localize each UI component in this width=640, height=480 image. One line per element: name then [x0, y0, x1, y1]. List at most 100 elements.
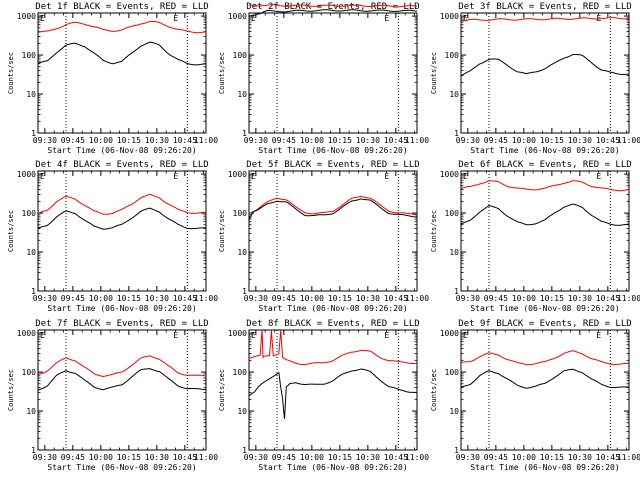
detector-panel-5: Det 5f BLACK = Events, RED = LLD 1 10 100 10…: [218, 160, 429, 313]
x-tick-label: 10:15: [328, 294, 352, 303]
detector-panel-4: Det 4f BLACK = Events, RED = LLD 1 10 100 10…: [7, 160, 218, 313]
corner-mark-left: E: [463, 331, 468, 340]
detector-panel-6: Det 6f BLACK = Events, RED = LLD 1 10 100 10…: [430, 160, 640, 313]
corner-mark-right: E: [596, 331, 601, 340]
x-tick-label: 09:30: [244, 453, 268, 462]
x-tick-label: 09:30: [33, 294, 57, 303]
y-axis-label: Counts/sec: [218, 210, 226, 252]
y-tick-label: 1: [454, 446, 459, 455]
plot-frame: [248, 329, 418, 451]
y-axis-label: Counts/sec: [430, 369, 438, 411]
x-tick-label: 10:00: [512, 136, 536, 145]
x-tick-label: 10:30: [356, 294, 380, 303]
x-tick-label: 09:30: [244, 136, 268, 145]
x-tick-label: 10:45: [384, 453, 408, 462]
x-axis-label: Start Time (06-Nov-08 09:26:20): [470, 146, 619, 155]
x-tick-label: 10:45: [173, 294, 197, 303]
plot-frame: [37, 170, 207, 292]
x-axis-label: Start Time (06-Nov-08 09:26:20): [47, 463, 196, 472]
x-axis-label: Start Time (06-Nov-08 09:26:20): [258, 463, 407, 472]
y-tick-label: 100: [22, 209, 37, 218]
x-tick-label: 10:45: [384, 136, 408, 145]
corner-mark-right: E: [384, 172, 389, 181]
lld-series-line: [460, 17, 630, 22]
y-tick-label: 1: [242, 129, 247, 138]
y-axis-label: Counts/sec: [7, 52, 15, 94]
x-tick-label: 09:45: [484, 453, 508, 462]
x-tick-label: 10:30: [145, 294, 169, 303]
x-tick-label: 10:00: [300, 136, 324, 145]
x-tick-label: 10:00: [89, 453, 113, 462]
y-axis-label: Counts/sec: [430, 210, 438, 252]
x-tick-label: 10:30: [568, 136, 592, 145]
corner-mark-left: E: [463, 172, 468, 181]
x-tick-label: 09:30: [456, 136, 480, 145]
x-tick-label: 10:45: [596, 136, 620, 145]
y-tick-label: 1000: [440, 170, 459, 179]
y-tick-label: 1000: [228, 170, 247, 179]
x-tick-label: 09:45: [272, 294, 296, 303]
y-tick-label: 10: [237, 90, 247, 99]
y-tick-label: 1000: [228, 329, 247, 338]
x-tick-label: 10:15: [540, 294, 564, 303]
events-series-line: [460, 203, 630, 226]
y-tick-label: 10: [26, 407, 36, 416]
plot-frame: [460, 12, 630, 134]
x-tick-label: 11:00: [617, 453, 640, 462]
x-tick-label: 10:15: [540, 453, 564, 462]
events-series-line: [37, 41, 207, 66]
panel-title: Det 8f BLACK = Events, RED = LLD: [246, 319, 419, 329]
detector-panel-1: Det 1f BLACK = Events, RED = LLD 1 10 100 10…: [7, 2, 218, 155]
lld-series-line: [248, 195, 418, 216]
corner-mark-right: E: [173, 331, 178, 340]
detector-panel-3: Det 3f BLACK = Events, RED = LLD 1 10 100 10…: [430, 2, 640, 155]
y-tick-label: 1000: [17, 329, 36, 338]
x-tick-label: 10:30: [356, 453, 380, 462]
events-series-line: [248, 368, 417, 420]
x-tick-label: 09:45: [484, 294, 508, 303]
x-tick-label: 10:00: [300, 453, 324, 462]
x-tick-label: 09:45: [272, 136, 296, 145]
events-series-line: [460, 53, 630, 77]
y-tick-label: 10: [449, 90, 459, 99]
x-tick-label: 10:00: [512, 294, 536, 303]
y-axis-label: Counts/sec: [7, 210, 15, 252]
x-tick-label: 11:00: [194, 453, 218, 462]
detector-panel-8: Det 8f BLACK = Events, RED = LLD 1 10 100 10…: [218, 319, 429, 472]
y-tick-label: 10: [449, 407, 459, 416]
events-series-line: [460, 368, 630, 389]
x-tick-label: 10:00: [89, 294, 113, 303]
y-tick-label: 1: [242, 287, 247, 296]
x-tick-label: 10:15: [117, 294, 141, 303]
corner-mark-right: E: [596, 14, 601, 23]
panel-title: Det 6f BLACK = Events, RED = LLD: [458, 160, 631, 170]
x-tick-label: 09:30: [456, 453, 480, 462]
y-tick-label: 1000: [440, 12, 459, 21]
events-series-line: [248, 9, 418, 17]
x-tick-label: 10:15: [328, 453, 352, 462]
x-tick-label: 11:00: [194, 294, 218, 303]
x-tick-label: 10:00: [89, 136, 113, 145]
x-tick-label: 09:45: [61, 136, 85, 145]
lld-series-line: [248, 4, 418, 8]
y-tick-label: 1000: [440, 329, 459, 338]
detector-panel-7: Det 7f BLACK = Events, RED = LLD 1 10 100 10…: [7, 319, 218, 472]
lld-series-line: [37, 20, 207, 34]
corner-mark-right: E: [384, 331, 389, 340]
x-tick-label: 09:30: [33, 136, 57, 145]
y-tick-label: 1: [454, 287, 459, 296]
x-axis-label: Start Time (06-Nov-08 09:26:20): [258, 304, 407, 313]
y-tick-label: 1: [31, 129, 36, 138]
x-tick-label: 11:00: [405, 136, 429, 145]
x-tick-label: 09:45: [61, 453, 85, 462]
x-tick-label: 10:15: [117, 136, 141, 145]
events-series-line: [248, 198, 418, 221]
panel-title: Det 7f BLACK = Events, RED = LLD: [35, 319, 208, 329]
x-axis-label: Start Time (06-Nov-08 09:26:20): [258, 146, 407, 155]
lld-series-line: [460, 180, 630, 192]
panel-title: Det 3f BLACK = Events, RED = LLD: [458, 2, 631, 12]
x-tick-label: 10:45: [384, 294, 408, 303]
y-tick-label: 1: [454, 129, 459, 138]
x-tick-label: 11:00: [617, 294, 640, 303]
y-tick-label: 1000: [228, 12, 247, 21]
